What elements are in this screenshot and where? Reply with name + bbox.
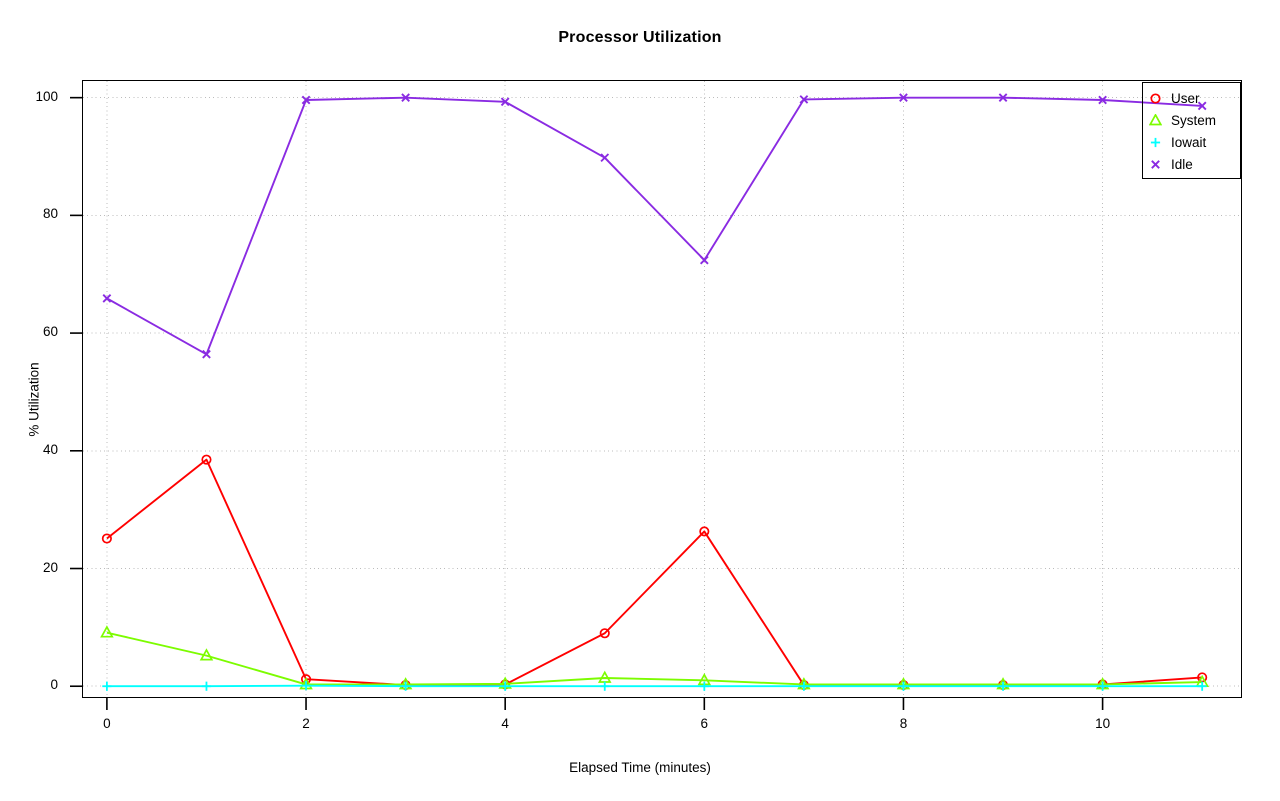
legend-item-system[interactable]: System xyxy=(1149,110,1216,131)
plus-marker-icon xyxy=(1150,137,1161,148)
y-tick-label: 40 xyxy=(42,441,58,457)
y-tick-label: 80 xyxy=(42,206,58,222)
grid-lines xyxy=(83,81,1241,697)
x-tick-label: 6 xyxy=(700,716,709,731)
legend-item-label: Idle xyxy=(1171,156,1193,172)
x-tick-label: 4 xyxy=(501,716,509,731)
legend-item-label: System xyxy=(1171,112,1217,128)
series-iowait xyxy=(102,681,1207,691)
chart-legend: User System Iowait Idle xyxy=(1142,82,1241,179)
plot-area-frame xyxy=(82,80,1242,698)
series-idle xyxy=(102,93,1207,359)
chart-title: Processor Utilization xyxy=(558,29,722,46)
legend-item-iowait[interactable]: Iowait xyxy=(1149,132,1206,153)
x-tick-label: 10 xyxy=(1095,716,1111,731)
x-tick-label: 8 xyxy=(899,716,908,731)
circle-marker-icon xyxy=(1150,93,1161,104)
legend-item-idle[interactable]: Idle xyxy=(1149,154,1193,175)
y-tick-label: 100 xyxy=(35,88,58,104)
cross-marker-icon xyxy=(1151,160,1160,169)
data-series-group xyxy=(100,93,1209,691)
legend-item-label: User xyxy=(1171,90,1200,106)
legend-item-label: Iowait xyxy=(1171,134,1207,150)
x-axis-label: Elapsed Time (minutes) xyxy=(569,760,711,775)
axis-ticks xyxy=(70,96,1104,710)
y-tick-label: 0 xyxy=(50,677,58,693)
triangle-marker-icon xyxy=(1149,114,1162,126)
x-tick-label: 0 xyxy=(103,716,111,731)
series-system xyxy=(100,625,1209,690)
legend-item-user[interactable]: User xyxy=(1149,88,1200,109)
y-tick-label: 20 xyxy=(42,559,58,575)
x-tick-label: 2 xyxy=(302,716,310,731)
y-tick-label: 60 xyxy=(42,324,58,340)
series-user xyxy=(101,454,1208,691)
